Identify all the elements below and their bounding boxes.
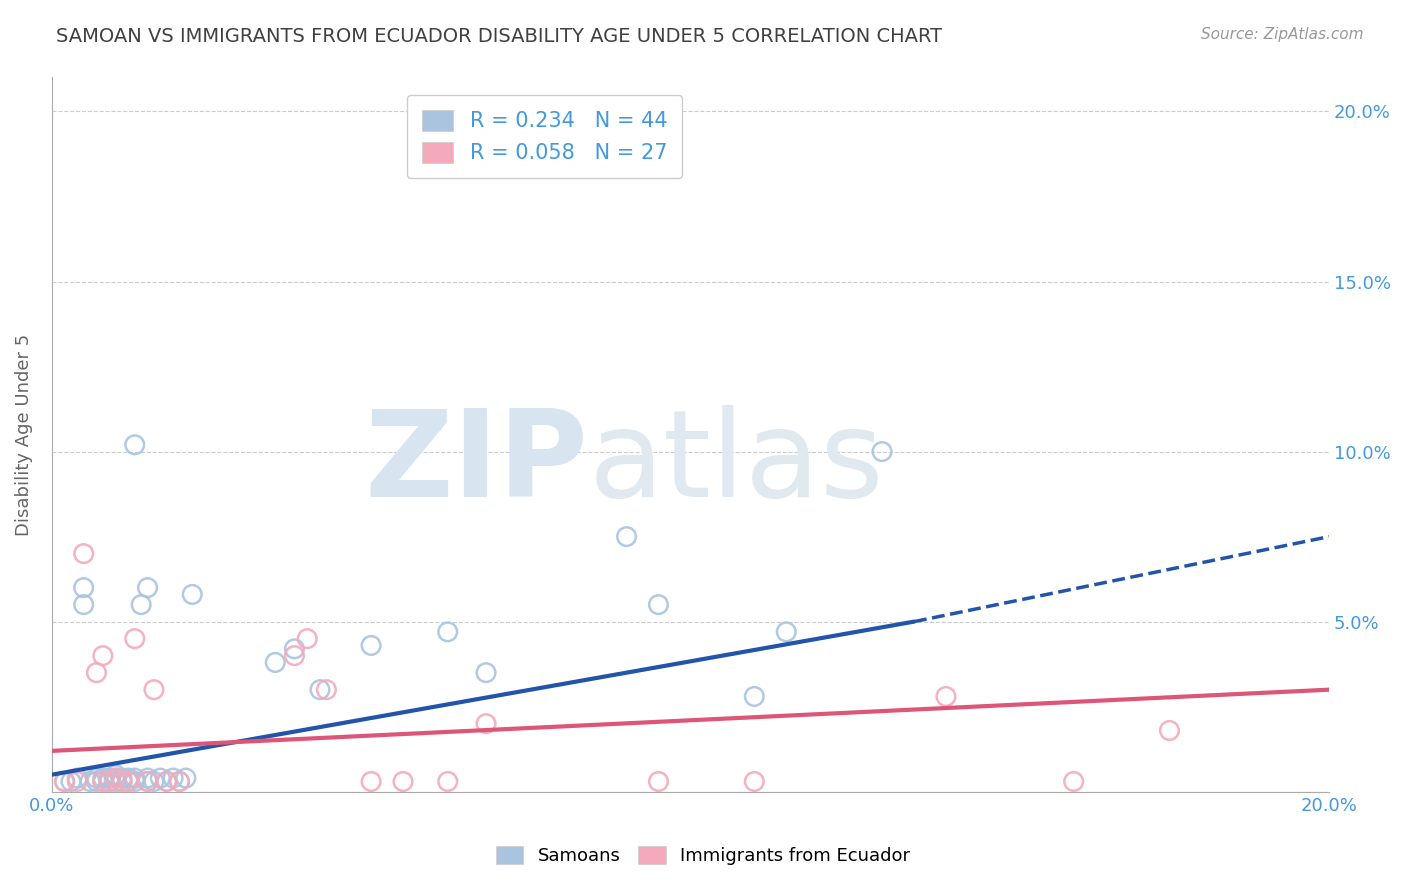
Point (53, 774, 76, 789)
Point (91, 771, 114, 785)
Point (104, 774, 127, 789)
Point (142, 682, 165, 697)
Point (264, 656, 287, 670)
Point (59, 774, 82, 789)
Text: ZIP: ZIP (364, 405, 588, 522)
Point (129, 598, 152, 612)
Point (297, 632, 319, 646)
Point (124, 771, 146, 785)
Point (98, 774, 121, 789)
Point (283, 641, 305, 656)
Point (870, 444, 893, 458)
Point (392, 774, 415, 789)
Y-axis label: Disability Age Under 5: Disability Age Under 5 (15, 334, 32, 536)
Point (315, 682, 337, 697)
Point (1159, 723, 1181, 738)
Point (111, 774, 134, 789)
Point (742, 690, 765, 704)
Point (98, 771, 121, 785)
Point (104, 767, 127, 781)
Point (142, 774, 165, 789)
Point (283, 648, 305, 663)
Text: SAMOAN VS IMMIGRANTS FROM ECUADOR DISABILITY AGE UNDER 5 CORRELATION CHART: SAMOAN VS IMMIGRANTS FROM ECUADOR DISABI… (56, 27, 942, 45)
Point (98, 774, 121, 789)
Point (309, 682, 332, 697)
Point (181, 587, 204, 601)
Point (91, 774, 114, 789)
Point (66, 771, 89, 785)
Point (104, 771, 127, 785)
Point (124, 438, 146, 452)
Point (360, 774, 382, 789)
Point (73, 598, 96, 612)
Point (475, 716, 498, 731)
Point (169, 774, 191, 789)
Point (1063, 774, 1085, 789)
Point (111, 771, 134, 785)
Point (86, 665, 108, 680)
Point (66, 774, 89, 789)
Point (53, 774, 76, 789)
Point (117, 774, 139, 789)
Point (616, 530, 638, 544)
Point (647, 774, 669, 789)
Point (436, 774, 458, 789)
Point (73, 547, 96, 561)
Legend: Samoans, Immigrants from Ecuador: Samoans, Immigrants from Ecuador (486, 837, 920, 874)
Point (156, 774, 179, 789)
Point (86, 771, 108, 785)
Point (742, 774, 765, 789)
Point (136, 581, 159, 595)
Point (124, 774, 146, 789)
Point (360, 639, 382, 653)
Point (149, 771, 172, 785)
Point (117, 771, 139, 785)
Point (136, 771, 159, 785)
Point (136, 774, 159, 789)
Point (111, 774, 134, 789)
Point (475, 665, 498, 680)
Point (156, 774, 179, 789)
Point (174, 771, 197, 785)
Point (86, 774, 108, 789)
Legend: R = 0.234   N = 44, R = 0.058   N = 27: R = 0.234 N = 44, R = 0.058 N = 27 (408, 95, 682, 178)
Point (73, 581, 96, 595)
Point (124, 632, 146, 646)
Point (79, 774, 101, 789)
Point (91, 648, 114, 663)
Point (935, 690, 957, 704)
Point (117, 774, 139, 789)
Point (436, 624, 458, 639)
Point (136, 774, 159, 789)
Point (647, 598, 669, 612)
Point (169, 774, 191, 789)
Text: Source: ZipAtlas.com: Source: ZipAtlas.com (1201, 27, 1364, 42)
Point (775, 624, 797, 639)
Point (104, 771, 127, 785)
Text: atlas: atlas (588, 405, 884, 522)
Point (162, 771, 184, 785)
Point (91, 774, 114, 789)
